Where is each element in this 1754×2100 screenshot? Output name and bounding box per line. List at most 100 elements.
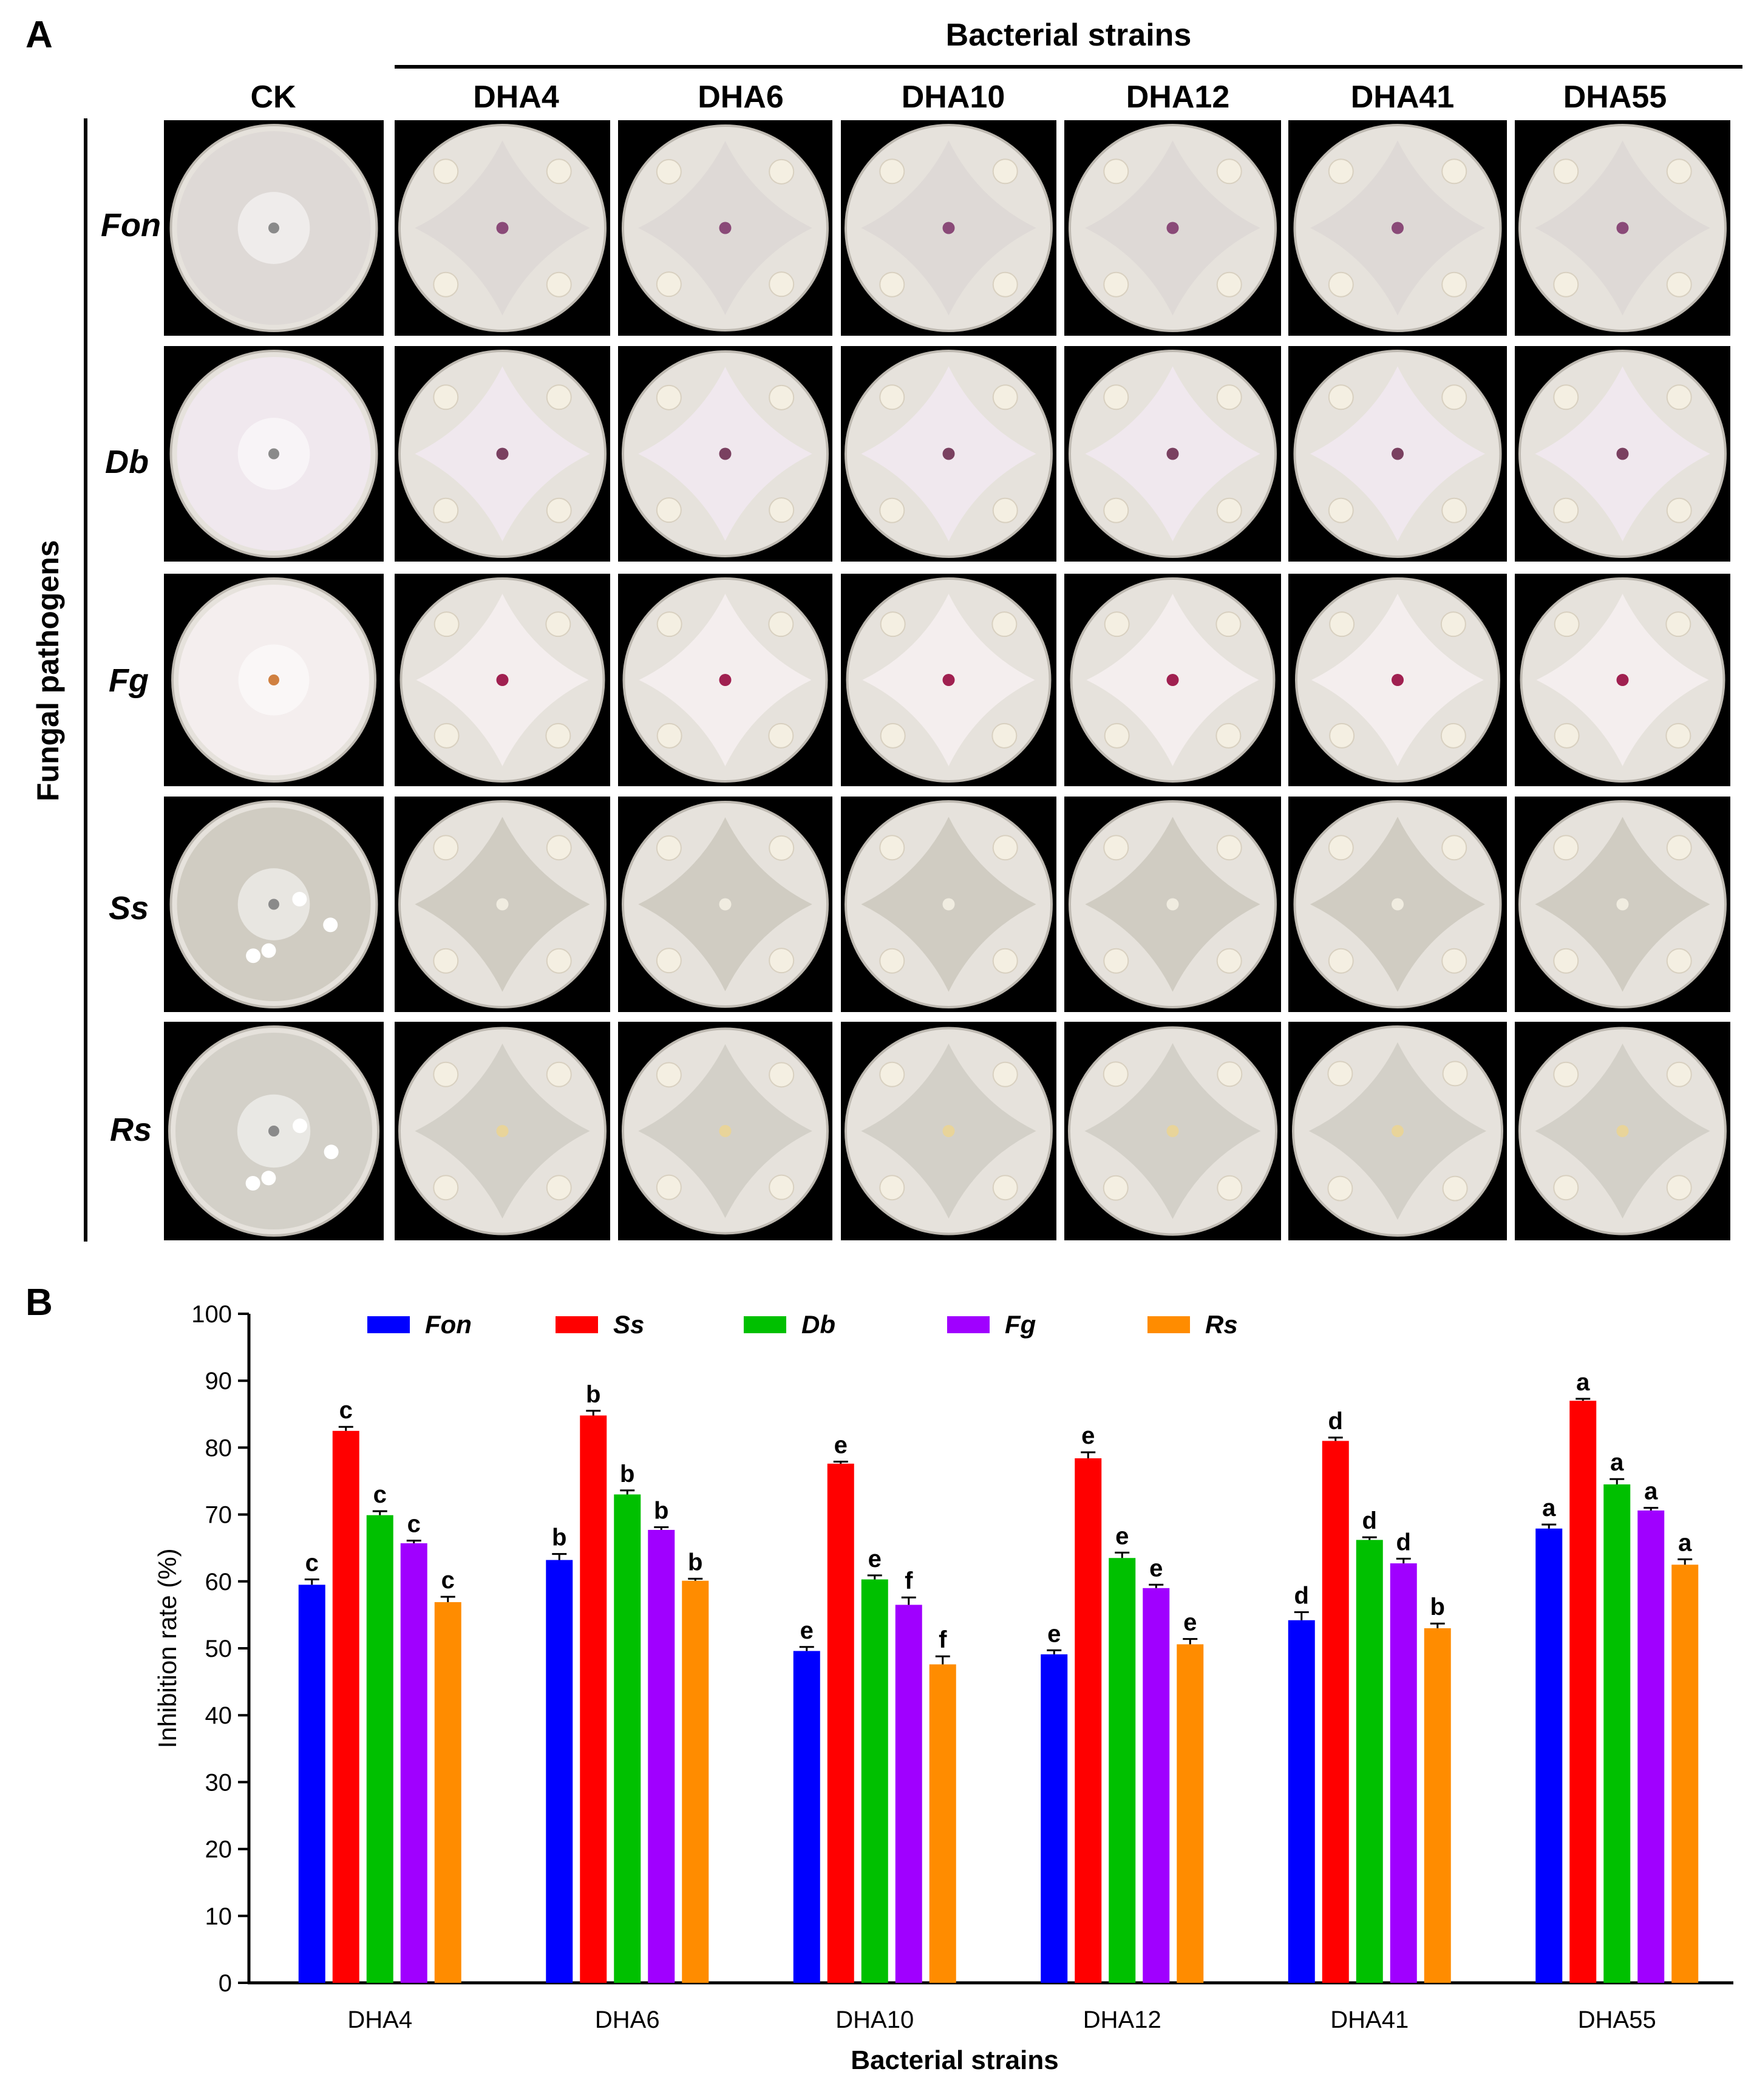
x-tick-label: DHA4 [347, 2007, 412, 2033]
y-tick-label: 30 [205, 1769, 233, 1796]
plate-ss-dha55 [1515, 797, 1730, 1012]
legend-swatch-rs [1147, 1316, 1190, 1333]
significance-letter: c [407, 1511, 421, 1538]
bar-db-dha6 [614, 1494, 641, 1983]
significance-letter: d [1328, 1408, 1343, 1435]
plate-illustration [622, 350, 829, 557]
plate-fg-dha41 [1288, 574, 1507, 786]
significance-letter: b [586, 1381, 600, 1408]
bar-fg-dha4 [400, 1543, 427, 1983]
bar-ss-dha4 [332, 1430, 359, 1983]
plate-illustration [1293, 350, 1502, 558]
plate-illustration [622, 801, 829, 1008]
significance-letter: b [552, 1524, 566, 1551]
plate-illustration [1293, 124, 1502, 332]
bar-db-dha12 [1109, 1558, 1136, 1983]
significance-letter: e [868, 1546, 882, 1572]
plate-fg-dha4 [395, 574, 610, 786]
plate-illustration [845, 350, 1053, 558]
y-tick-label: 70 [205, 1502, 233, 1529]
legend-swatch-ss [556, 1316, 598, 1333]
bar-fg-dha12 [1143, 1588, 1170, 1983]
plate-fon-dha4 [395, 120, 610, 336]
plate-rs-dha55 [1515, 1022, 1730, 1240]
plate-illustration [1070, 577, 1276, 783]
plate-illustration [1518, 800, 1727, 1008]
plate-illustration [398, 350, 607, 558]
col-label-dha55: DHA55 [1563, 80, 1667, 115]
plate-illustration [845, 124, 1053, 332]
legend-label-rs: Rs [1205, 1310, 1238, 1339]
bar-ss-dha55 [1569, 1401, 1597, 1983]
significance-letter: c [373, 1481, 387, 1508]
plate-illustration [398, 800, 607, 1008]
significance-letter: d [1294, 1582, 1309, 1609]
bar-fg-dha6 [648, 1529, 675, 1983]
plate-illustration [398, 1027, 607, 1235]
plate-illustration [1518, 350, 1727, 558]
y-tick-label: 20 [205, 1837, 233, 1863]
plate-illustration [168, 1025, 379, 1237]
significance-letter: f [939, 1626, 947, 1653]
plate-db-dha12 [1064, 346, 1281, 562]
plate-db-ck [164, 346, 384, 562]
y-tick-label: 40 [205, 1702, 233, 1729]
y-tick-label: 90 [205, 1368, 233, 1395]
plate-fon-dha12 [1064, 120, 1281, 336]
plate-illustration [1520, 577, 1725, 783]
row-label-rs: Rs [109, 1112, 152, 1148]
col-label-dha41: DHA41 [1350, 80, 1455, 115]
plate-illustration [1292, 1025, 1503, 1237]
significance-letter: e [1047, 1620, 1061, 1647]
plate-illustration [622, 124, 829, 331]
bar-fg-dha10 [895, 1605, 922, 1983]
bar-fon-dha4 [298, 1585, 325, 1983]
bar-fg-dha41 [1390, 1563, 1417, 1983]
row-label-db: Db [105, 444, 149, 480]
plate-fon-dha6 [618, 120, 832, 336]
significance-letter: c [339, 1397, 353, 1424]
bar-db-dha55 [1603, 1484, 1631, 1983]
x-tick-label: DHA12 [1083, 2007, 1161, 2033]
inhibition-bar-chart: 0 10 20 30 40 50 60 70 80 90 100 Inhibition rate (%… [0, 1275, 1754, 2097]
bacterial-strains-header: Bacterial strains [945, 18, 1192, 53]
significance-letter: f [905, 1568, 913, 1594]
significance-letter: c [305, 1549, 319, 1576]
y-axis-title: Inhibition rate (%) [153, 1548, 182, 1748]
plate-illustration [845, 1027, 1053, 1235]
row-label-ss: Ss [108, 890, 149, 926]
plate-ss-dha10 [841, 797, 1056, 1012]
plate-rs-dha4 [395, 1022, 610, 1240]
plate-illustration [1069, 350, 1277, 558]
bar-rs-dha55 [1671, 1565, 1699, 1983]
plate-illustration [1295, 577, 1500, 783]
plate-db-dha4 [395, 346, 610, 562]
bar-fon-dha41 [1288, 1620, 1315, 1983]
plate-db-dha6 [618, 346, 832, 562]
plate-fg-dha12 [1064, 574, 1281, 786]
row-label-fon: Fon [101, 207, 161, 243]
y-tick-label: 50 [205, 1636, 233, 1662]
significance-letter: e [834, 1432, 848, 1459]
plate-illustration [399, 577, 605, 783]
legend-label-fg: Fg [1005, 1310, 1036, 1339]
panel-a-letter: A [25, 14, 53, 56]
significance-letter: e [1081, 1422, 1095, 1449]
chart-svg: 0 10 20 30 40 50 60 70 80 90 100 Inhibition rate (%… [153, 1301, 1733, 2075]
significance-letter: a [1542, 1495, 1556, 1521]
legend-swatch-db [744, 1316, 786, 1333]
plate-fon-dha10 [841, 120, 1056, 336]
plate-illustration [1518, 124, 1727, 332]
plate-ss-ck [164, 797, 384, 1012]
plate-fg-ck [164, 574, 384, 786]
y-tick-label: 60 [205, 1569, 233, 1595]
significance-letter: d [1396, 1529, 1411, 1555]
plate-illustration [169, 350, 378, 558]
col-label-dha4: DHA4 [473, 80, 559, 115]
significance-letter: b [654, 1498, 668, 1524]
plate-db-dha10 [841, 346, 1056, 562]
plate-illustration [1069, 124, 1277, 332]
bar-db-dha41 [1356, 1540, 1383, 1983]
plate-illustration [171, 577, 376, 783]
plate-illustration [169, 124, 378, 332]
